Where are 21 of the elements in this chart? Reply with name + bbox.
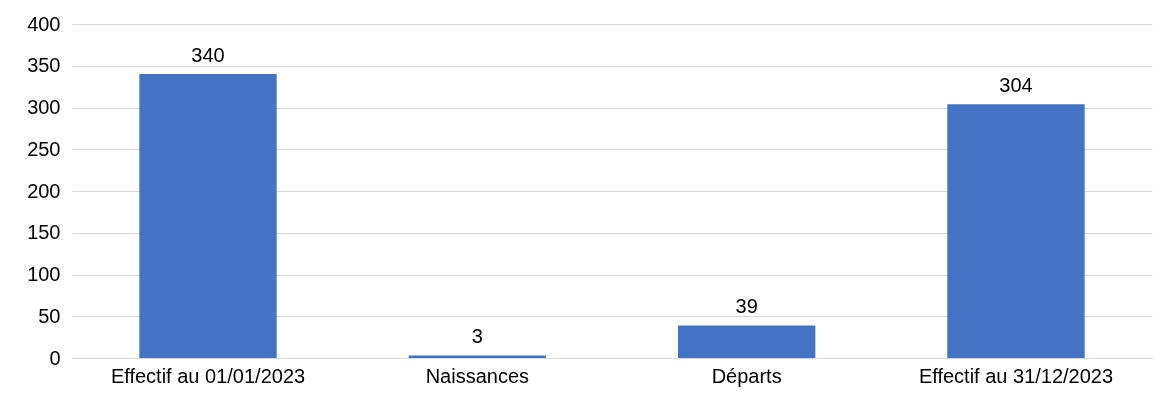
data-label: 340 — [191, 44, 225, 67]
bar — [139, 74, 277, 358]
bar — [408, 355, 547, 358]
data-label: 39 — [735, 295, 758, 318]
y-tick-label: 350 — [27, 54, 61, 77]
y-tick-label: 400 — [27, 12, 61, 35]
y-tick-label: 100 — [27, 263, 61, 285]
x-tick-label: Naissances — [425, 364, 530, 387]
bar — [677, 325, 816, 358]
y-tick-label: 250 — [27, 137, 61, 160]
data-label: 3 — [471, 325, 483, 348]
y-tick-label: 300 — [27, 96, 61, 118]
y-tick-label: 50 — [38, 304, 61, 327]
bar — [947, 104, 1085, 358]
y-tick-label: 0 — [49, 346, 61, 369]
data-label: 304 — [999, 74, 1033, 97]
x-tick-label: Effectif au 31/12/2023 — [918, 364, 1114, 387]
y-tick-label: 200 — [27, 179, 61, 202]
y-tick-label: 150 — [27, 221, 61, 244]
x-tick-label: Effectif au 01/01/2023 — [110, 364, 306, 387]
x-tick-label: Départs — [711, 364, 782, 387]
